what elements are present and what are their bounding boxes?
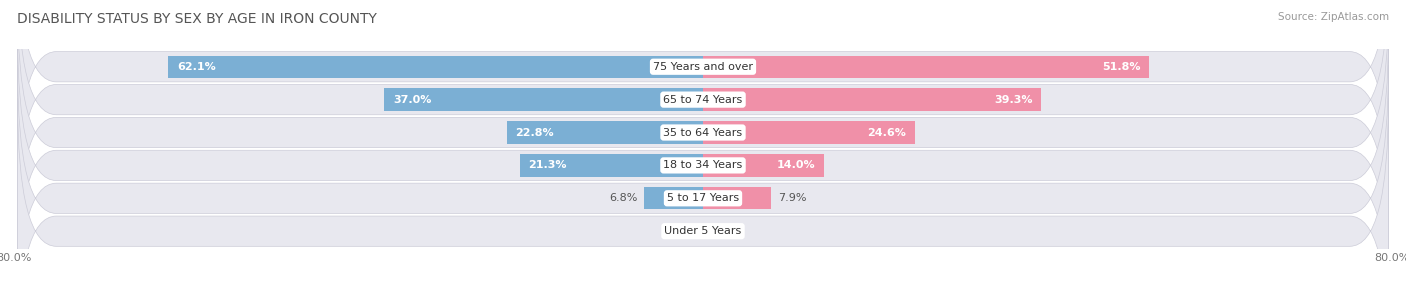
FancyBboxPatch shape [17, 98, 1389, 304]
Bar [703, 56, 1149, 78]
FancyBboxPatch shape [17, 33, 1389, 298]
Text: 7.9%: 7.9% [778, 193, 807, 203]
FancyBboxPatch shape [17, 65, 1389, 304]
Bar [703, 121, 915, 144]
Text: 14.0%: 14.0% [776, 161, 815, 171]
Text: 75 Years and over: 75 Years and over [652, 62, 754, 72]
Bar [384, 88, 703, 111]
Text: 22.8%: 22.8% [515, 127, 554, 137]
Text: 5 to 17 Years: 5 to 17 Years [666, 193, 740, 203]
Text: Under 5 Years: Under 5 Years [665, 226, 741, 236]
Text: Source: ZipAtlas.com: Source: ZipAtlas.com [1278, 12, 1389, 22]
Text: 24.6%: 24.6% [868, 127, 907, 137]
Text: 65 to 74 Years: 65 to 74 Years [664, 95, 742, 105]
Text: 21.3%: 21.3% [529, 161, 567, 171]
Text: 18 to 34 Years: 18 to 34 Years [664, 161, 742, 171]
Text: 51.8%: 51.8% [1102, 62, 1140, 72]
Text: 37.0%: 37.0% [392, 95, 432, 105]
Bar [169, 56, 703, 78]
FancyBboxPatch shape [17, 0, 1389, 265]
FancyBboxPatch shape [17, 0, 1389, 233]
Text: 35 to 64 Years: 35 to 64 Years [664, 127, 742, 137]
Text: 0.0%: 0.0% [668, 226, 696, 236]
Text: 0.0%: 0.0% [710, 226, 738, 236]
Bar [644, 187, 703, 209]
Bar [520, 154, 703, 177]
Bar [506, 121, 703, 144]
Bar [703, 88, 1042, 111]
Text: DISABILITY STATUS BY SEX BY AGE IN IRON COUNTY: DISABILITY STATUS BY SEX BY AGE IN IRON … [17, 12, 377, 26]
FancyBboxPatch shape [17, 0, 1389, 200]
Text: 62.1%: 62.1% [177, 62, 215, 72]
Text: 39.3%: 39.3% [994, 95, 1033, 105]
Text: 6.8%: 6.8% [609, 193, 637, 203]
Bar [703, 187, 770, 209]
Bar [703, 154, 824, 177]
